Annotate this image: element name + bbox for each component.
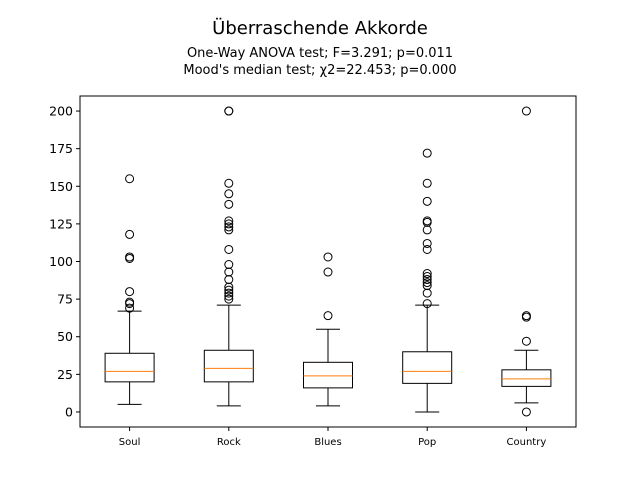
- box-rock: [203, 349, 254, 383]
- box-soul: [104, 352, 155, 383]
- outlier-point: [224, 288, 234, 298]
- y-tick-label: 0: [65, 404, 73, 419]
- y-tick-label: 200: [49, 104, 73, 119]
- outlier-point: [422, 288, 432, 298]
- outlier-point: [125, 252, 135, 262]
- outlier-point: [422, 244, 432, 254]
- y-tick-label: 150: [49, 179, 73, 194]
- outlier-point: [224, 106, 234, 116]
- outlier-point: [422, 196, 432, 206]
- outlier-point: [224, 260, 234, 270]
- outlier-point: [422, 178, 432, 188]
- outlier-point: [224, 216, 234, 226]
- y-tick-label: 175: [49, 141, 73, 156]
- outlier-point: [422, 225, 432, 235]
- outlier-point: [224, 178, 234, 188]
- y-tick-label: 100: [49, 254, 73, 269]
- outlier-point: [323, 267, 333, 277]
- outlier-point: [422, 272, 432, 282]
- box-pop: [402, 351, 453, 384]
- outlier-point: [521, 407, 531, 417]
- x-tick-label: Pop: [418, 437, 436, 448]
- outlier-point: [224, 285, 234, 295]
- outlier-point: [224, 291, 234, 301]
- outlier-point: [125, 297, 135, 307]
- outlier-point: [422, 299, 432, 309]
- box-blues: [303, 361, 353, 389]
- outlier-point: [224, 225, 234, 235]
- outlier-point: [224, 267, 234, 277]
- outlier-point: [224, 294, 234, 304]
- chart-subtitle-mood: Mood's median test; χ2=22.453; p=0.000: [183, 63, 457, 78]
- outlier-point: [224, 219, 234, 229]
- outlier-point: [422, 281, 432, 291]
- outlier-point: [125, 287, 135, 297]
- x-tick-label: Blues: [314, 437, 341, 448]
- chart-title: Überraschende Akkorde: [212, 18, 428, 39]
- outlier-point: [224, 244, 234, 254]
- outlier-point: [422, 269, 432, 279]
- outlier-point: [224, 275, 234, 285]
- outlier-point: [422, 275, 432, 285]
- outlier-point: [521, 336, 531, 346]
- y-tick-label: 25: [57, 367, 73, 382]
- outlier-point: [422, 238, 432, 248]
- y-tick-label: 75: [57, 292, 73, 307]
- outlier-point: [323, 311, 333, 321]
- outlier-point: [125, 229, 135, 239]
- x-tick-label: Country: [507, 437, 547, 448]
- outlier-point: [422, 278, 432, 288]
- outlier-point: [422, 148, 432, 158]
- outlier-point: [521, 311, 531, 321]
- x-tick-label: Soul: [119, 437, 141, 448]
- outlier-point: [521, 106, 531, 116]
- outlier-point: [224, 189, 234, 199]
- x-tick-label: Rock: [217, 437, 241, 448]
- y-tick-label: 50: [57, 329, 73, 344]
- outlier-point: [323, 252, 333, 262]
- box-country: [501, 369, 552, 387]
- y-tick-label: 125: [49, 216, 73, 231]
- outlier-point: [224, 222, 234, 232]
- outlier-point: [125, 174, 135, 184]
- outlier-point: [422, 216, 432, 226]
- outlier-point: [125, 303, 135, 313]
- chart-subtitle-anova: One-Way ANOVA test; F=3.291; p=0.011: [186, 46, 454, 61]
- outlier-point: [224, 199, 234, 209]
